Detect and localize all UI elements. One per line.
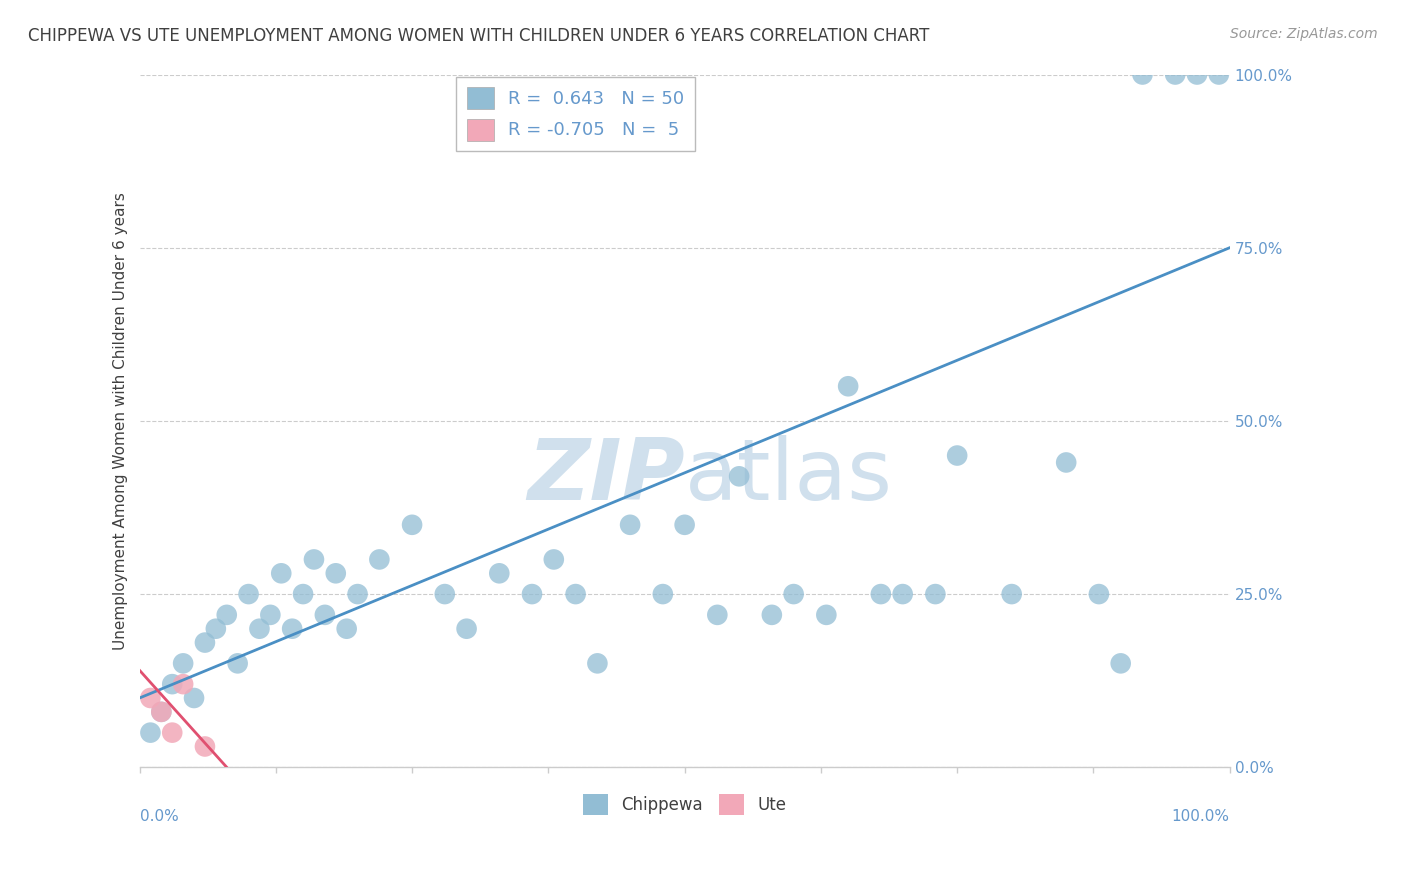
Point xyxy=(139,725,162,739)
Point xyxy=(238,587,260,601)
Point xyxy=(586,657,609,671)
Point xyxy=(205,622,228,636)
Point xyxy=(1088,587,1111,601)
Text: ZIP: ZIP xyxy=(527,434,685,518)
Point xyxy=(1185,68,1208,82)
Point xyxy=(325,566,347,581)
Point xyxy=(673,517,696,532)
Point xyxy=(782,587,804,601)
Point xyxy=(150,705,173,719)
Point xyxy=(401,517,423,532)
Text: 0.0%: 0.0% xyxy=(139,809,179,824)
Point xyxy=(651,587,673,601)
Point xyxy=(619,517,641,532)
Point xyxy=(183,691,205,706)
Point xyxy=(172,657,194,671)
Point xyxy=(815,607,838,622)
Point xyxy=(1164,68,1187,82)
Point xyxy=(215,607,238,622)
Point xyxy=(520,587,543,601)
Point xyxy=(194,635,217,649)
Point xyxy=(433,587,456,601)
Point xyxy=(1001,587,1024,601)
Point xyxy=(1054,455,1077,469)
Point xyxy=(336,622,359,636)
Point xyxy=(1109,657,1132,671)
Point xyxy=(488,566,510,581)
Point xyxy=(368,552,391,566)
Text: atlas: atlas xyxy=(685,434,893,518)
Text: Source: ZipAtlas.com: Source: ZipAtlas.com xyxy=(1230,27,1378,41)
Point xyxy=(314,607,336,622)
Point xyxy=(1208,68,1230,82)
Point xyxy=(543,552,565,566)
Point xyxy=(728,469,751,483)
Point xyxy=(706,607,728,622)
Point xyxy=(139,691,162,706)
Point xyxy=(869,587,891,601)
Point xyxy=(924,587,946,601)
Point xyxy=(226,657,249,671)
Point xyxy=(837,379,859,393)
Point xyxy=(259,607,281,622)
Y-axis label: Unemployment Among Women with Children Under 6 years: Unemployment Among Women with Children U… xyxy=(114,192,128,650)
Point xyxy=(292,587,315,601)
Text: CHIPPEWA VS UTE UNEMPLOYMENT AMONG WOMEN WITH CHILDREN UNDER 6 YEARS CORRELATION: CHIPPEWA VS UTE UNEMPLOYMENT AMONG WOMEN… xyxy=(28,27,929,45)
Point xyxy=(150,705,173,719)
Text: 100.0%: 100.0% xyxy=(1171,809,1230,824)
Point xyxy=(891,587,914,601)
Point xyxy=(564,587,586,601)
Point xyxy=(946,449,969,463)
Point xyxy=(249,622,271,636)
Point xyxy=(1132,68,1154,82)
Point xyxy=(162,677,184,691)
Legend: Chippewa, Ute: Chippewa, Ute xyxy=(576,788,793,822)
Point xyxy=(270,566,292,581)
Point xyxy=(346,587,368,601)
Point xyxy=(456,622,478,636)
Point xyxy=(172,677,194,691)
Point xyxy=(302,552,325,566)
Point xyxy=(281,622,304,636)
Point xyxy=(761,607,783,622)
Point xyxy=(162,725,184,739)
Point xyxy=(194,739,217,754)
